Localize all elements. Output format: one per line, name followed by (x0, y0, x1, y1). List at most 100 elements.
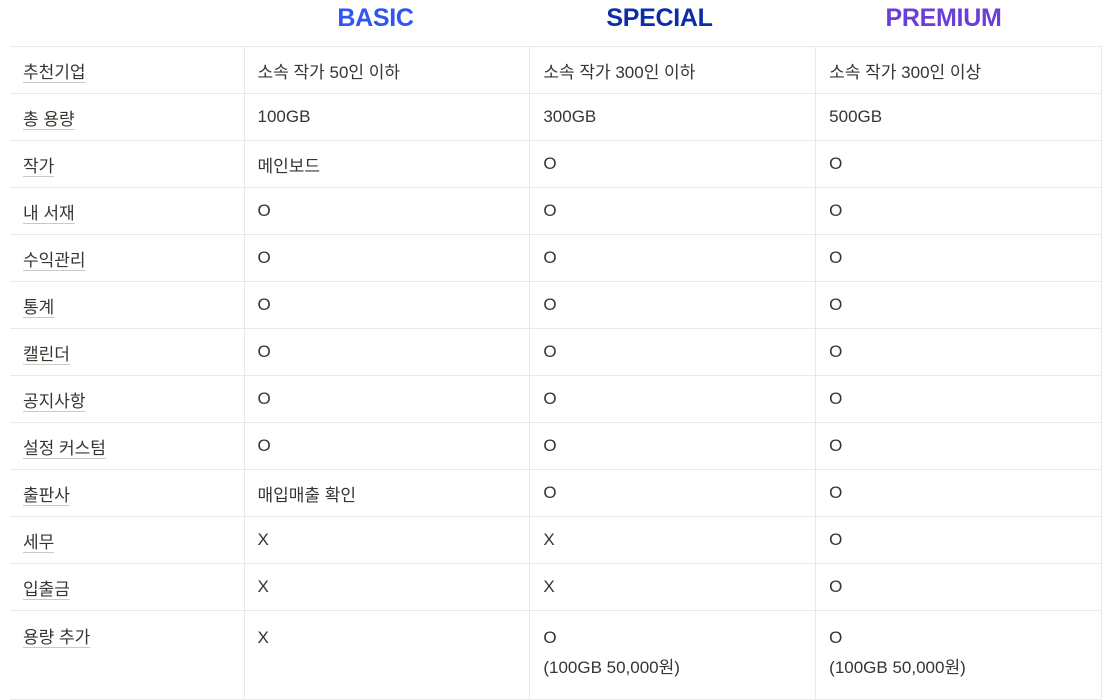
special-cell: X (529, 516, 817, 564)
basic-cell: 소속 작가 50인 이하 (243, 46, 531, 94)
basic-cell: 100GB (243, 93, 531, 141)
empty-cell (1101, 281, 1102, 329)
table-row: 설정 커스텀 O O O (10, 422, 1102, 470)
empty-cell (1101, 469, 1102, 517)
special-cell: 300GB (529, 93, 817, 141)
special-cell: O (529, 375, 817, 423)
premium-value: O (829, 628, 843, 647)
feature-cell: 수익관리 (10, 234, 245, 282)
special-cell: O (529, 187, 817, 235)
special-cell: 소속 작가 300인 이하 (529, 46, 817, 94)
special-cell: O (529, 422, 817, 470)
feature-cell: 설정 커스텀 (10, 422, 245, 470)
feature-label: 총 용량 (23, 109, 75, 129)
premium-cell: 500GB (815, 93, 1102, 141)
table-row: 용량 추가 X O (100GB 50,000원) O (100GB 50,000원) (10, 610, 1102, 700)
basic-cell: O (243, 375, 531, 423)
feature-label: 통계 (23, 297, 55, 317)
feature-cell: 작가 (10, 140, 245, 188)
feature-label: 출판사 (23, 485, 70, 505)
special-cell: O (529, 140, 817, 188)
premium-cell: O (815, 140, 1102, 188)
table-row: 작가 메인보드 O O (10, 140, 1102, 188)
feature-cell: 통계 (10, 281, 245, 329)
special-cell: O (100GB 50,000원) (529, 610, 817, 700)
premium-cell: O (100GB 50,000원) (815, 610, 1102, 700)
basic-cell: O (243, 234, 531, 282)
feature-label: 세무 (23, 532, 55, 552)
feature-label: 작가 (23, 156, 55, 176)
special-cell: O (529, 281, 817, 329)
table-row: 추천기업 소속 작가 50인 이하 소속 작가 300인 이하 소속 작가 300인 … (10, 46, 1102, 94)
empty-cell (1101, 234, 1102, 282)
special-cell: X (529, 563, 817, 611)
table-row: 입출금 X X O (10, 563, 1102, 611)
empty-cell (1101, 46, 1102, 94)
special-note: (100GB 50,000원) (543, 658, 680, 677)
premium-cell: O (815, 422, 1102, 470)
empty-cell (1101, 422, 1102, 470)
feature-label: 설정 커스텀 (23, 438, 106, 458)
plan-basic-title: BASIC (337, 4, 414, 32)
basic-cell: O (243, 422, 531, 470)
basic-cell: 메인보드 (243, 140, 531, 188)
premium-cell: O (815, 187, 1102, 235)
premium-cell: O (815, 563, 1102, 611)
table-row: 캘린더 O O O (10, 328, 1102, 376)
feature-cell: 입출금 (10, 563, 245, 611)
table-row: 공지사항 O O O (10, 375, 1102, 423)
feature-cell: 세무 (10, 516, 245, 564)
table-row: 총 용량 100GB 300GB 500GB (10, 93, 1102, 141)
special-cell: O (529, 328, 817, 376)
basic-cell: X (243, 563, 531, 611)
empty-cell (1101, 140, 1102, 188)
special-value: O (543, 628, 557, 647)
feature-cell: 용량 추가 (10, 610, 245, 700)
premium-cell: O (815, 328, 1102, 376)
special-cell: O (529, 469, 817, 517)
feature-cell: 공지사항 (10, 375, 245, 423)
table-row: 내 서재 O O O (10, 187, 1102, 235)
premium-cell: O (815, 469, 1102, 517)
empty-cell (1101, 516, 1102, 564)
plan-premium-title: PREMIUM (885, 4, 1002, 32)
feature-cell: 추천기업 (10, 46, 245, 94)
empty-cell (1101, 563, 1102, 611)
premium-cell: O (815, 516, 1102, 564)
premium-cell: O (815, 375, 1102, 423)
empty-cell (1101, 375, 1102, 423)
feature-label: 용량 추가 (23, 628, 91, 647)
premium-note: (100GB 50,000원) (829, 658, 966, 677)
feature-cell: 캘린더 (10, 328, 245, 376)
basic-cell: O (243, 187, 531, 235)
comparison-table: 추천기업 소속 작가 50인 이하 소속 작가 300인 이하 소속 작가 300인 … (10, 46, 1102, 700)
special-cell: O (529, 234, 817, 282)
table-row: 통계 O O O (10, 281, 1102, 329)
basic-cell: O (243, 328, 531, 376)
empty-cell (1101, 328, 1102, 376)
basic-cell: 매입매출 확인 (243, 469, 531, 517)
feature-label: 입출금 (23, 579, 70, 599)
premium-cell: 소속 작가 300인 이상 (815, 46, 1102, 94)
feature-cell: 내 서재 (10, 187, 245, 235)
table-row: 세무 X X O (10, 516, 1102, 564)
basic-cell: X (243, 516, 531, 564)
premium-cell: O (815, 234, 1102, 282)
premium-cell: O (815, 281, 1102, 329)
feature-cell: 출판사 (10, 469, 245, 517)
feature-label: 캘린더 (23, 344, 70, 364)
feature-cell: 총 용량 (10, 93, 245, 141)
empty-cell (1101, 93, 1102, 141)
feature-label: 내 서재 (23, 203, 75, 223)
basic-cell: O (243, 281, 531, 329)
feature-label: 공지사항 (23, 391, 86, 411)
table-row: 수익관리 O O O (10, 234, 1102, 282)
feature-label: 수익관리 (23, 250, 86, 270)
table-row: 출판사 매입매출 확인 O O (10, 469, 1102, 517)
basic-cell: X (243, 610, 531, 700)
plan-headers: BASIC SPECIAL PREMIUM (243, 0, 1085, 36)
feature-label: 추천기업 (23, 62, 86, 82)
empty-cell (1101, 610, 1102, 700)
empty-cell (1101, 187, 1102, 235)
